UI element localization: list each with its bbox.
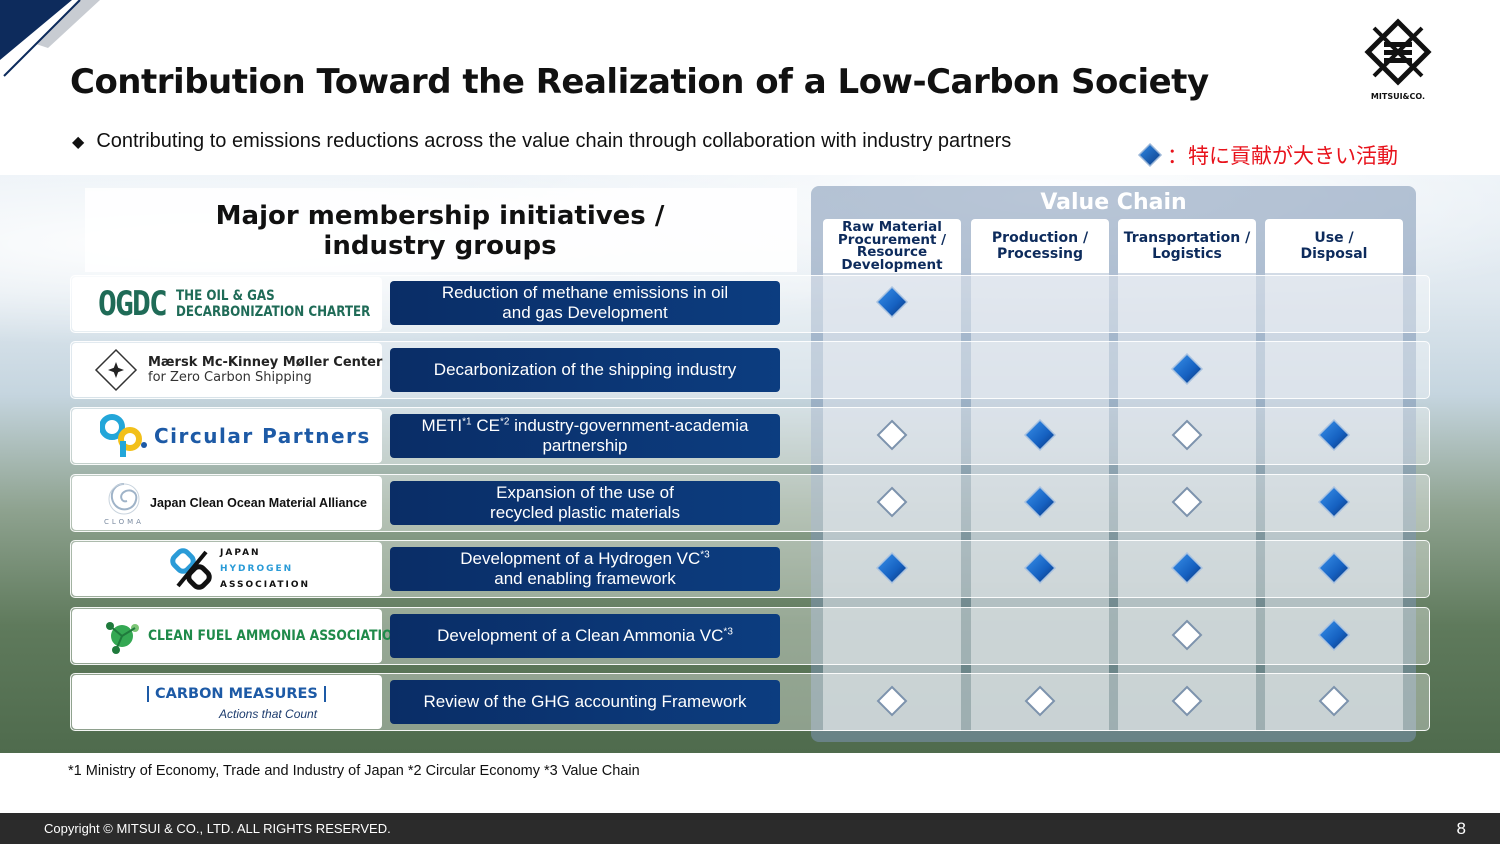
initiative-description: Development of a Clean Ammonia VC*3 [390, 614, 780, 658]
bullet-diamond-icon: ◆ [72, 133, 85, 151]
outline-diamond-icon [1171, 419, 1203, 451]
circular-partners-mark-icon [100, 414, 147, 457]
initiative-description: METI*1 CE*2 industry-government-academia… [390, 414, 780, 458]
filled-diamond-icon [1023, 418, 1057, 452]
initiative-description: Decarbonization of the shipping industry [390, 348, 780, 392]
compass-diamond-icon [94, 348, 138, 392]
legend: ：特に貢献が大きい活動 [1137, 140, 1398, 170]
initiative-description: Development of a Hydrogen VC*3 and enabli… [390, 547, 780, 591]
filled-diamond-icon [1023, 551, 1057, 585]
japan-hydrogen-association-logo: JAPAN HYDROGEN ASSOCIATION [72, 542, 382, 596]
outline-diamond-icon [1171, 619, 1203, 651]
outline-diamond-icon [876, 419, 908, 451]
filled-diamond-icon [1170, 352, 1204, 386]
legend-diamond-icon [1137, 142, 1163, 168]
left-column-header: Major membership initiatives / industry … [215, 201, 665, 261]
outline-diamond-icon [876, 685, 908, 717]
page-number: 8 [1456, 819, 1466, 838]
filled-diamond-icon [875, 551, 909, 585]
column-header-transportation: Transportation / Logistics [1118, 219, 1256, 273]
filled-diamond-icon [1317, 618, 1351, 652]
subtitle-row: ◆ Contributing to emissions reductions a… [72, 130, 1011, 153]
filled-diamond-icon [1317, 485, 1351, 519]
initiative-description: Review of the GHG accounting Framework [390, 680, 780, 724]
carbon-measures-logo: CARBON MEASURES Actions that Count [72, 675, 382, 729]
mitsui-emblem-icon [1364, 18, 1432, 86]
page-title: Contribution Toward the Realization of a… [70, 62, 1209, 102]
initiative-description: Reduction of methane emissions in oil and… [390, 281, 780, 325]
cloma-swirl-icon [108, 483, 140, 515]
clean-fuel-ammonia-logo: CLEAN FUEL AMMONIA ASSOCIATION [72, 609, 403, 663]
outline-diamond-icon [1171, 486, 1203, 518]
ogdc-logo: OGDC THE OIL & GAS DECARBONIZATION CHARTE… [72, 277, 382, 331]
hydrogen-link-icon [170, 548, 212, 590]
filled-diamond-icon [1317, 551, 1351, 585]
legend-label: ：特に貢献が大きい活動 [1167, 144, 1398, 168]
filled-diamond-icon [875, 285, 909, 319]
outline-diamond-icon [876, 486, 908, 518]
corner-decoration [0, 0, 100, 77]
left-header-panel [85, 188, 797, 272]
mitsui-logo: MITSUI&CO. [1362, 18, 1434, 108]
outline-diamond-icon [1171, 685, 1203, 717]
copyright-text: Copyright © MITSUI & CO., LTD. ALL RIGHT… [44, 821, 391, 836]
maersk-center-logo: Mærsk Mc-Kinney Møller Center for Zero Ca… [72, 343, 382, 397]
cloma-logo: CLOMA Japan Clean Ocean Material Allianc… [72, 476, 382, 530]
filled-diamond-icon [1317, 418, 1351, 452]
filled-diamond-icon [1023, 485, 1057, 519]
mitsui-logo-text: MITSUI&CO. [1370, 92, 1426, 101]
ammonia-molecule-icon [106, 622, 139, 654]
subtitle: Contributing to emissions reductions acr… [96, 130, 1012, 152]
column-header-production: Production / Processing [971, 219, 1109, 273]
circular-partners-logo: Circular Partners [72, 409, 382, 463]
column-header-use-disposal: Use / Disposal [1265, 219, 1403, 273]
initiative-description: Expansion of the use of recycled plastic … [390, 481, 780, 525]
footer-bar: Copyright © MITSUI & CO., LTD. ALL RIGHT… [0, 813, 1500, 844]
outline-diamond-icon [1024, 685, 1056, 717]
column-header-raw-material: Raw Material Procurement / Resource Develop… [823, 219, 961, 273]
value-chain-title: Value Chain [1040, 190, 1187, 215]
cloma-mark-text: CLOMA [104, 518, 144, 526]
footnote: *1 Ministry of Economy, Trade and Indust… [68, 763, 640, 779]
filled-diamond-icon [1170, 551, 1204, 585]
outline-diamond-icon [1318, 685, 1350, 717]
